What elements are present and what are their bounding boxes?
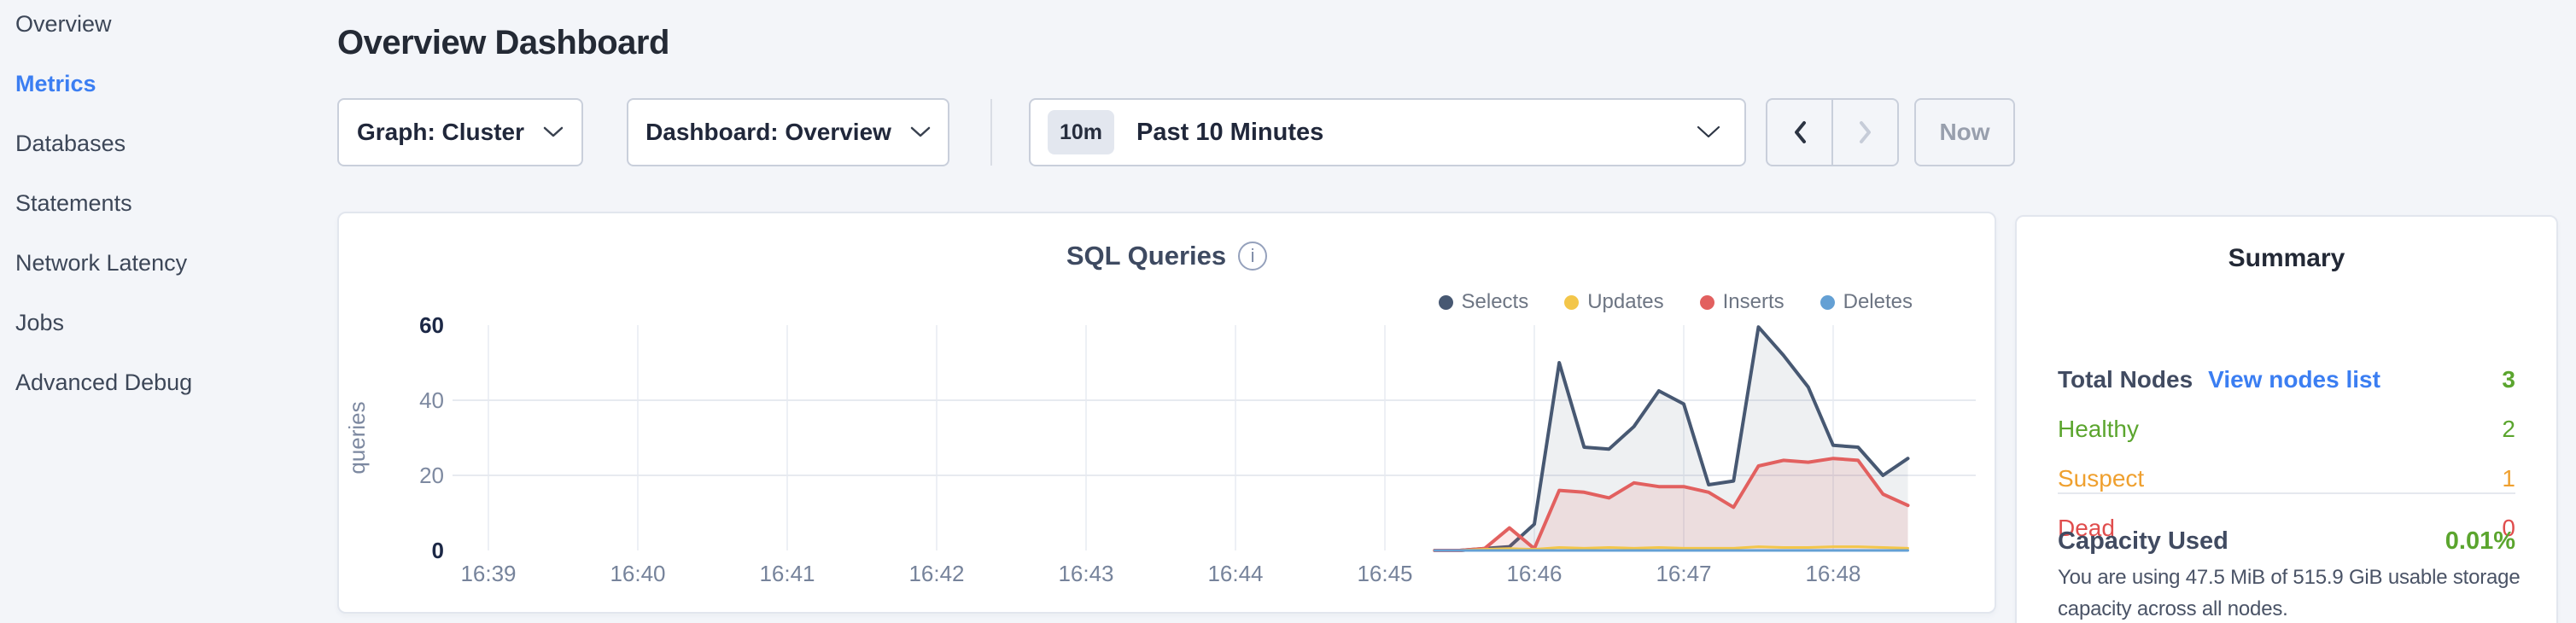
- healthy-label: Healthy: [2058, 416, 2139, 442]
- legend-item-inserts[interactable]: Inserts: [1699, 290, 1785, 314]
- chevron-down-icon: [543, 126, 564, 138]
- graph-scope-label: Graph: Cluster: [356, 119, 525, 145]
- now-button[interactable]: Now: [1914, 98, 2015, 166]
- sidebar-item-databases[interactable]: Databases: [15, 131, 126, 156]
- capacity-used-value: 0.01%: [2445, 527, 2515, 555]
- legend-dot-icon: [1820, 294, 1835, 310]
- dashboard-dropdown[interactable]: Dashboard: Overview: [627, 98, 949, 166]
- now-button-label: Now: [1939, 119, 1990, 145]
- dashboard-dropdown-label: Dashboard: Overview: [645, 119, 891, 145]
- view-nodes-list-link[interactable]: View nodes list: [2208, 366, 2380, 393]
- svg-text:20: 20: [419, 463, 444, 488]
- legend-label: Inserts: [1722, 290, 1785, 313]
- dead-label: Dead: [2058, 515, 2115, 541]
- legend-dot-icon: [1564, 294, 1580, 310]
- chart-legend: Selects Updates Inserts Deletes: [1438, 290, 1913, 314]
- svg-text:16:42: 16:42: [908, 561, 964, 586]
- previous-time-window-button[interactable]: [1767, 100, 1833, 165]
- legend-item-selects[interactable]: Selects: [1438, 290, 1529, 314]
- time-range-dropdown[interactable]: 10m Past 10 Minutes: [1029, 98, 1746, 166]
- total-nodes-label: Total Nodes: [2058, 366, 2193, 393]
- dead-value: 0: [2502, 515, 2515, 541]
- svg-text:16:46: 16:46: [1506, 561, 1562, 586]
- legend-item-updates[interactable]: Updates: [1564, 290, 1664, 314]
- time-range-label: Past 10 Minutes: [1136, 118, 1324, 146]
- summary-row-dead: Dead 0: [2058, 504, 2515, 553]
- svg-text:queries: queries: [344, 401, 370, 474]
- suspect-label: Suspect: [2058, 465, 2145, 492]
- sql-queries-chart: 16:39 16:40 16:41 16:42 16:43 16:44 16:45 16:46…: [344, 312, 1976, 586]
- legend-item-deletes[interactable]: Deletes: [1820, 290, 1913, 314]
- svg-text:16:44: 16:44: [1207, 561, 1263, 586]
- chevron-left-icon: [1791, 119, 1808, 145]
- legend-label: Updates: [1587, 290, 1664, 313]
- total-nodes-value: 3: [2502, 366, 2515, 393]
- chevron-down-icon: [910, 126, 931, 138]
- sidebar-item-statements[interactable]: Statements: [15, 190, 132, 216]
- svg-text:16:41: 16:41: [759, 561, 815, 586]
- legend-label: Deletes: [1843, 290, 1913, 313]
- chart-title-row: SQL Queries i: [339, 241, 1995, 271]
- svg-text:60: 60: [419, 312, 444, 338]
- page-title: Overview Dashboard: [337, 24, 669, 61]
- summary-row-healthy: Healthy 2: [2058, 405, 2515, 454]
- svg-text:16:45: 16:45: [1357, 561, 1412, 586]
- summary-rows: Total Nodes View nodes list 3 Healthy 2 …: [2058, 355, 2515, 553]
- svg-text:16:48: 16:48: [1805, 561, 1860, 586]
- legend-dot-icon: [1438, 294, 1453, 310]
- sidebar-item-metrics[interactable]: Metrics: [15, 71, 96, 96]
- time-range-badge: 10m: [1048, 110, 1115, 154]
- healthy-value: 2: [2502, 416, 2515, 442]
- svg-text:16:43: 16:43: [1058, 561, 1113, 586]
- capacity-description: You are using 47.5 MiB of 515.9 GiB usab…: [2058, 566, 2521, 620]
- sidebar: Overview Metrics Databases Statements Ne…: [15, 12, 323, 430]
- chevron-right-icon: [1857, 119, 1874, 145]
- svg-text:16:40: 16:40: [610, 561, 665, 586]
- capacity-row: Capacity Used 0.01%: [2058, 527, 2515, 556]
- sql-queries-chart-card: SQL Queries i Selects Updates Inserts Delet…: [337, 212, 1996, 614]
- summary-title: Summary: [2228, 244, 2345, 272]
- legend-dot-icon: [1699, 294, 1714, 310]
- next-time-window-button[interactable]: [1833, 100, 1897, 165]
- svg-text:0: 0: [432, 538, 444, 563]
- summary-divider: [2058, 492, 2515, 494]
- sidebar-item-overview[interactable]: Overview: [15, 11, 112, 37]
- controls-divider: [990, 99, 992, 166]
- chart-title: SQL Queries: [1066, 241, 1227, 271]
- summary-row-suspect: Suspect 1: [2058, 454, 2515, 504]
- graph-scope-dropdown[interactable]: Graph: Cluster: [337, 98, 583, 166]
- legend-label: Selects: [1461, 290, 1529, 313]
- sidebar-item-advanced-debug[interactable]: Advanced Debug: [15, 370, 193, 395]
- chevron-down-icon: [1697, 125, 1720, 139]
- svg-text:16:47: 16:47: [1656, 561, 1711, 586]
- info-icon[interactable]: i: [1238, 242, 1268, 271]
- svg-text:40: 40: [419, 387, 444, 413]
- summary-row-total-nodes: Total Nodes View nodes list 3: [2058, 355, 2515, 405]
- time-window-arrows: [1766, 98, 1899, 166]
- sidebar-item-network-latency[interactable]: Network Latency: [15, 250, 188, 276]
- suspect-value: 1: [2502, 465, 2515, 492]
- sidebar-item-jobs[interactable]: Jobs: [15, 310, 65, 335]
- summary-panel: Summary Total Nodes View nodes list 3 He…: [2015, 215, 2558, 623]
- capacity-used-label: Capacity Used: [2058, 527, 2228, 555]
- svg-text:16:39: 16:39: [460, 561, 516, 586]
